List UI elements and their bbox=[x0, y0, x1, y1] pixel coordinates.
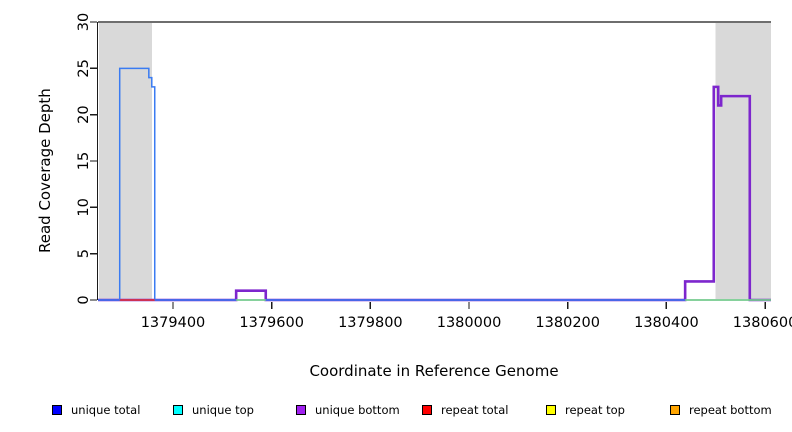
x-tick-label: 1380200 bbox=[535, 315, 600, 331]
x-tick-label: 1380000 bbox=[437, 315, 502, 331]
legend-label: repeat total bbox=[441, 402, 509, 417]
y-tick-label: 5 bbox=[76, 249, 92, 258]
y-tick-label: 20 bbox=[76, 105, 92, 123]
shaded-region bbox=[715, 23, 771, 299]
x-tick-label: 1379400 bbox=[141, 315, 206, 331]
legend-item-repeat-total: repeat total bbox=[422, 402, 509, 417]
legend-label: unique top bbox=[192, 402, 254, 417]
legend-label: unique bottom bbox=[315, 402, 400, 417]
x-axis-title: Coordinate in Reference Genome bbox=[309, 362, 559, 380]
y-tick-label: 25 bbox=[76, 59, 92, 77]
series-unique-bottom bbox=[98, 85, 771, 302]
x-tick-label: 1379600 bbox=[239, 315, 304, 331]
series-unique-total bbox=[98, 67, 771, 301]
x-tick-label: 1380600 bbox=[733, 315, 792, 331]
shaded-region bbox=[98, 23, 152, 299]
legend-swatch-icon bbox=[173, 404, 183, 415]
y-tick-label: 30 bbox=[76, 13, 92, 31]
legend-label: unique total bbox=[71, 402, 141, 417]
legend-swatch-icon bbox=[52, 404, 62, 415]
legend-swatch-icon bbox=[546, 404, 556, 415]
x-tick-label: 1379800 bbox=[338, 315, 403, 331]
legend-item-repeat-bottom: repeat bottom bbox=[670, 402, 772, 417]
legend-item-unique-total: unique total bbox=[52, 402, 141, 417]
y-tick-label: 0 bbox=[76, 295, 92, 304]
legend-swatch-icon bbox=[296, 404, 306, 415]
y-tick-label: 10 bbox=[76, 198, 92, 216]
x-tick-label: 1380400 bbox=[634, 315, 699, 331]
legend-item-repeat-top: repeat top bbox=[546, 402, 625, 417]
legend-item-unique-bottom: unique bottom bbox=[296, 402, 400, 417]
legend-label: repeat top bbox=[565, 402, 625, 417]
y-tick-label: 15 bbox=[76, 152, 92, 170]
legend-swatch-icon bbox=[422, 404, 432, 415]
legend-label: repeat bottom bbox=[689, 402, 772, 417]
legend-item-unique-top: unique top bbox=[173, 402, 254, 417]
legend-swatch-icon bbox=[670, 404, 680, 415]
y-axis-title: Read Coverage Depth bbox=[36, 88, 54, 253]
